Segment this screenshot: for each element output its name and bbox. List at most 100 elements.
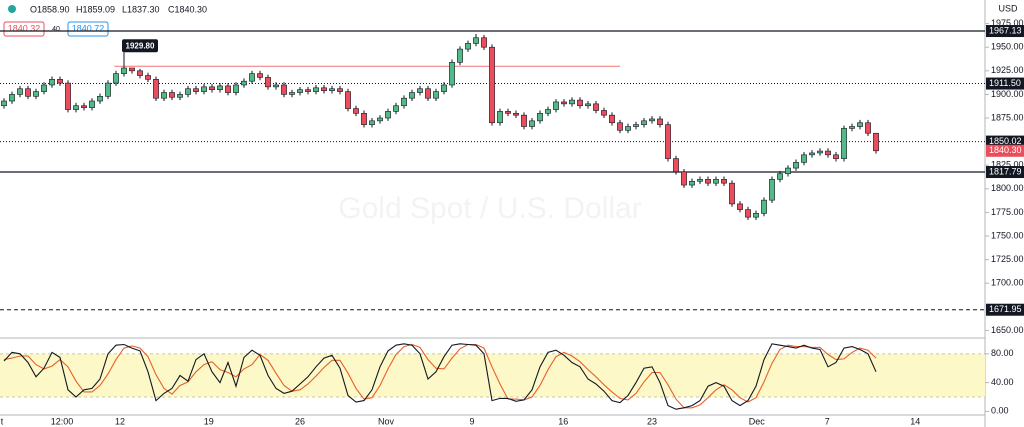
x-tick-label: 19 [204, 416, 214, 426]
candle-body [833, 154, 839, 159]
candle-body [25, 88, 31, 97]
candle-body [633, 124, 639, 127]
candle-body [385, 111, 391, 119]
ohlc-value: C1840.30 [168, 4, 207, 14]
candle-body [569, 99, 575, 105]
candle-body [369, 120, 375, 125]
candle-body [649, 118, 655, 122]
candle-body [209, 86, 215, 90]
candle-body [153, 79, 159, 99]
level-badge [986, 166, 1024, 179]
candle-body [841, 128, 847, 159]
price-label: 1840.30 [989, 145, 1022, 155]
y-tick-label: 1725.00 [991, 254, 1024, 264]
candle-body [353, 108, 359, 114]
candle-body [713, 179, 719, 184]
candle-body [761, 199, 767, 214]
candle-body [393, 105, 399, 112]
candle-body [785, 167, 791, 175]
candle-body [609, 114, 615, 124]
candle-body [297, 89, 303, 93]
candle-body [49, 79, 55, 86]
candle-body [401, 97, 407, 107]
candle-body [465, 43, 471, 50]
ask-box[interactable] [67, 21, 109, 37]
candle-body [473, 37, 479, 44]
candle-body [329, 88, 335, 91]
candle-body [665, 124, 671, 159]
candle-body [681, 171, 687, 186]
candle-body [281, 84, 287, 95]
candle-body [89, 100, 95, 108]
candle-body [745, 209, 751, 218]
level-label: 1850.02 [989, 136, 1022, 146]
candle-body [513, 112, 519, 116]
candle-body [529, 120, 535, 127]
candle-body [177, 94, 183, 98]
candle-body [201, 86, 207, 92]
candle-body [857, 122, 863, 127]
candle-body [337, 88, 343, 92]
ohlc-value: H1859.09 [76, 4, 115, 14]
x-tick-label: 12 [115, 416, 125, 426]
candle-body [273, 84, 279, 88]
candle-body [121, 67, 127, 74]
candle-body [777, 173, 783, 180]
x-tick-label: Nov [378, 416, 395, 426]
candle-body [265, 77, 271, 88]
candle-body [593, 103, 599, 111]
candle-body [481, 37, 487, 48]
candle-body [105, 82, 111, 97]
candle-body [57, 79, 63, 84]
candle-body [601, 110, 607, 116]
candle-body [33, 91, 39, 97]
candle-body [193, 88, 199, 92]
x-tick-label: 9 [469, 416, 474, 426]
stoch-k [3, 343, 877, 410]
candle-body [225, 85, 231, 93]
candle-body [289, 92, 295, 95]
osc-tick-label: 80.00 [991, 348, 1014, 358]
candle-body [145, 75, 151, 80]
candle-body [129, 67, 135, 72]
candle-body [497, 111, 503, 124]
candle-body [377, 117, 383, 122]
status-dot [8, 5, 16, 13]
stoch-d [3, 343, 877, 409]
candle-body [17, 88, 23, 95]
candle-body [697, 179, 703, 182]
candle-body [561, 101, 567, 105]
candle-body [305, 89, 311, 92]
candle-body [641, 120, 647, 125]
ask: 1840.72 [72, 23, 105, 33]
osc-tick-label: 40.00 [991, 377, 1014, 387]
candle-body [313, 87, 319, 92]
candle-body [233, 84, 239, 93]
candle-body [257, 73, 263, 78]
candle-body [441, 84, 447, 92]
candle-body [65, 82, 71, 110]
ohlc-header: O1858.90 H1859.09 L1837.30 C1840.30 [30, 4, 207, 14]
candle-body [769, 179, 775, 201]
osc-tick-label: 0.00 [991, 406, 1009, 416]
currency: USD [998, 3, 1018, 13]
candle-body [505, 111, 511, 114]
y-tick-label: 1950.00 [991, 42, 1024, 52]
level-label: 1817.79 [989, 166, 1022, 176]
bid-box[interactable] [3, 21, 45, 37]
candle-body [873, 132, 879, 152]
candle-body [361, 112, 367, 125]
candle-body [817, 150, 823, 154]
y-tick-label: 1900.00 [991, 89, 1024, 99]
candle-body [753, 213, 759, 218]
candle-body [673, 158, 679, 173]
candle-body [617, 122, 623, 131]
y-tick-label: 1800.00 [991, 183, 1024, 193]
candle-body [457, 48, 463, 63]
candle-body [721, 179, 727, 184]
candle-body [625, 126, 631, 131]
x-tick-label: 14 [910, 416, 920, 426]
candle-body [409, 92, 415, 99]
candle-body [321, 87, 327, 91]
